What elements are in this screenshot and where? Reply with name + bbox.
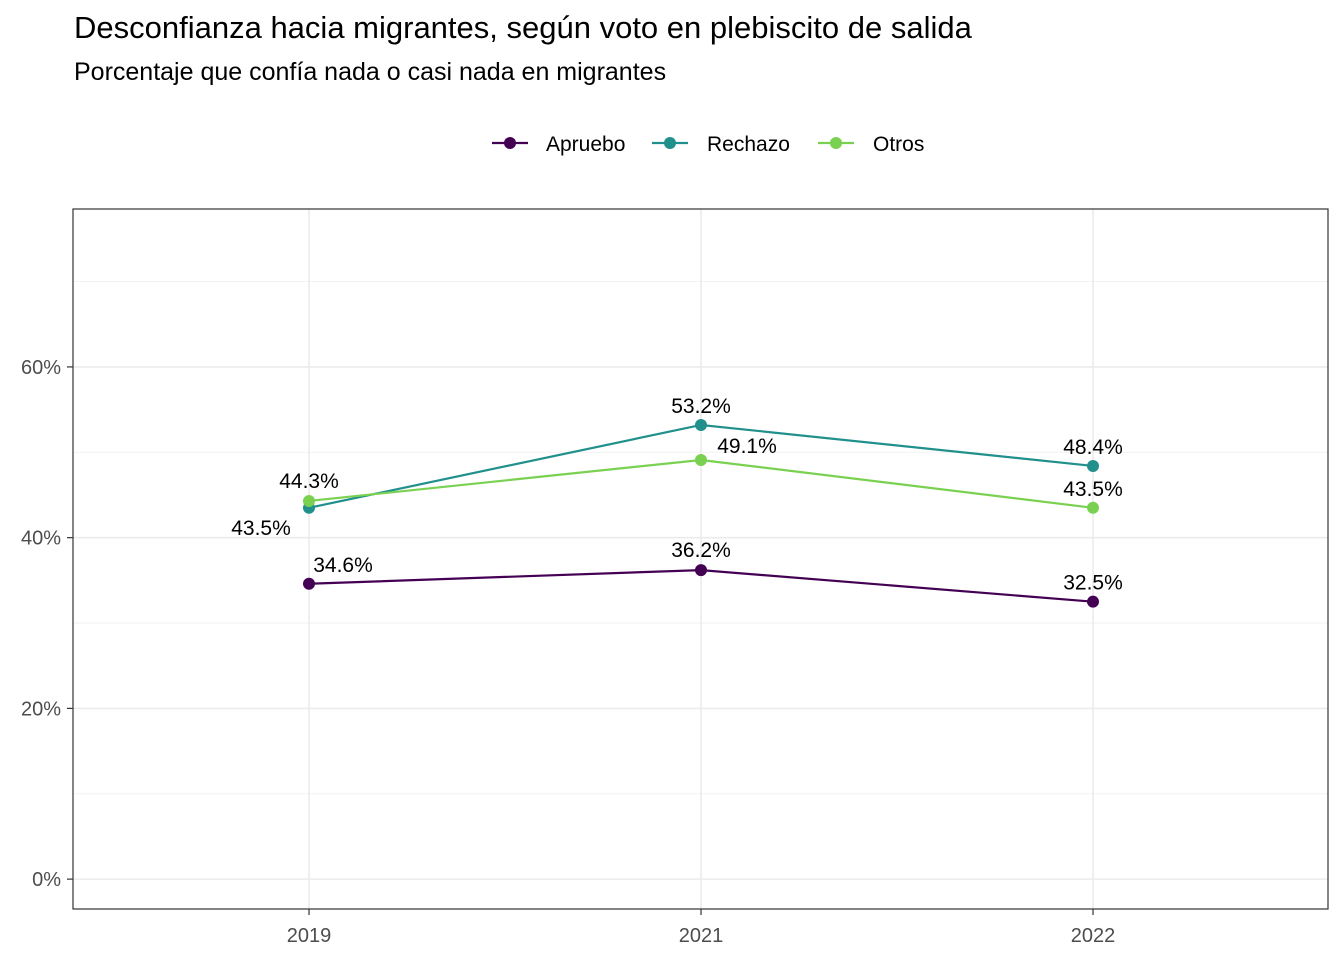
chart-subtitle: Porcentaje que confía nada o casi nada e… — [74, 58, 667, 86]
data-point-rechazo — [695, 418, 707, 431]
data-label-otros: 43.5% — [1063, 478, 1123, 501]
legend: Apruebo Rechazo Otros — [492, 133, 924, 156]
series-otros — [303, 453, 1099, 514]
y-tick-label: 60% — [21, 357, 61, 379]
legend-item-otros: Otros — [818, 133, 924, 156]
data-label-rechazo: 53.2% — [671, 395, 731, 418]
y-tick-label: 40% — [21, 528, 61, 550]
legend-item-rechazo: Rechazo — [652, 133, 790, 156]
data-point-rechazo — [1087, 459, 1099, 472]
data-label-apruebo: 34.6% — [313, 554, 373, 577]
legend-key-point — [664, 137, 676, 149]
y-tick-label: 0% — [32, 869, 61, 891]
data-point-otros — [695, 453, 707, 466]
x-tick-label: 2019 — [287, 925, 332, 947]
plot-area: 0% 20% 40% 60% 2019 2021 2022 34.6% 36.2% 32.5% 43… — [21, 208, 1329, 947]
data-label-apruebo: 36.2% — [671, 539, 731, 562]
data-label-otros: 44.3% — [279, 470, 339, 493]
legend-key-point — [504, 137, 516, 149]
y-tick-label: 20% — [21, 698, 61, 720]
data-label-apruebo: 32.5% — [1063, 572, 1123, 595]
data-point-otros — [303, 494, 315, 507]
series-rechazo — [303, 418, 1099, 514]
x-tick-label: 2022 — [1071, 925, 1116, 947]
legend-item-apruebo: Apruebo — [492, 133, 625, 156]
chart-title: Desconfianza hacia migrantes, según voto… — [74, 10, 972, 45]
data-label-otros: 49.1% — [717, 435, 777, 458]
data-label-rechazo: 43.5% — [231, 517, 291, 540]
data-point-apruebo — [303, 577, 315, 590]
data-point-apruebo — [1087, 595, 1099, 608]
series-apruebo — [303, 564, 1099, 608]
data-label-rechazo: 48.4% — [1063, 436, 1123, 459]
data-point-otros — [1087, 501, 1099, 514]
legend-label: Rechazo — [707, 133, 790, 156]
data-point-apruebo — [695, 564, 707, 577]
legend-label: Otros — [873, 133, 924, 156]
x-tick-label: 2021 — [679, 925, 724, 947]
legend-key-point — [830, 137, 842, 149]
legend-label: Apruebo — [546, 133, 625, 156]
